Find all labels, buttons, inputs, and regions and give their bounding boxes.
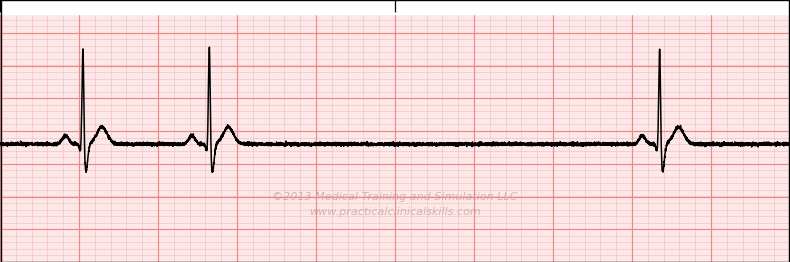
Bar [0, 0, 790, 14]
Text: ©2013 Medical Training and Simulation LLC
www.practicalclinicalskills.com: ©2013 Medical Training and Simulation LL… [273, 192, 517, 217]
